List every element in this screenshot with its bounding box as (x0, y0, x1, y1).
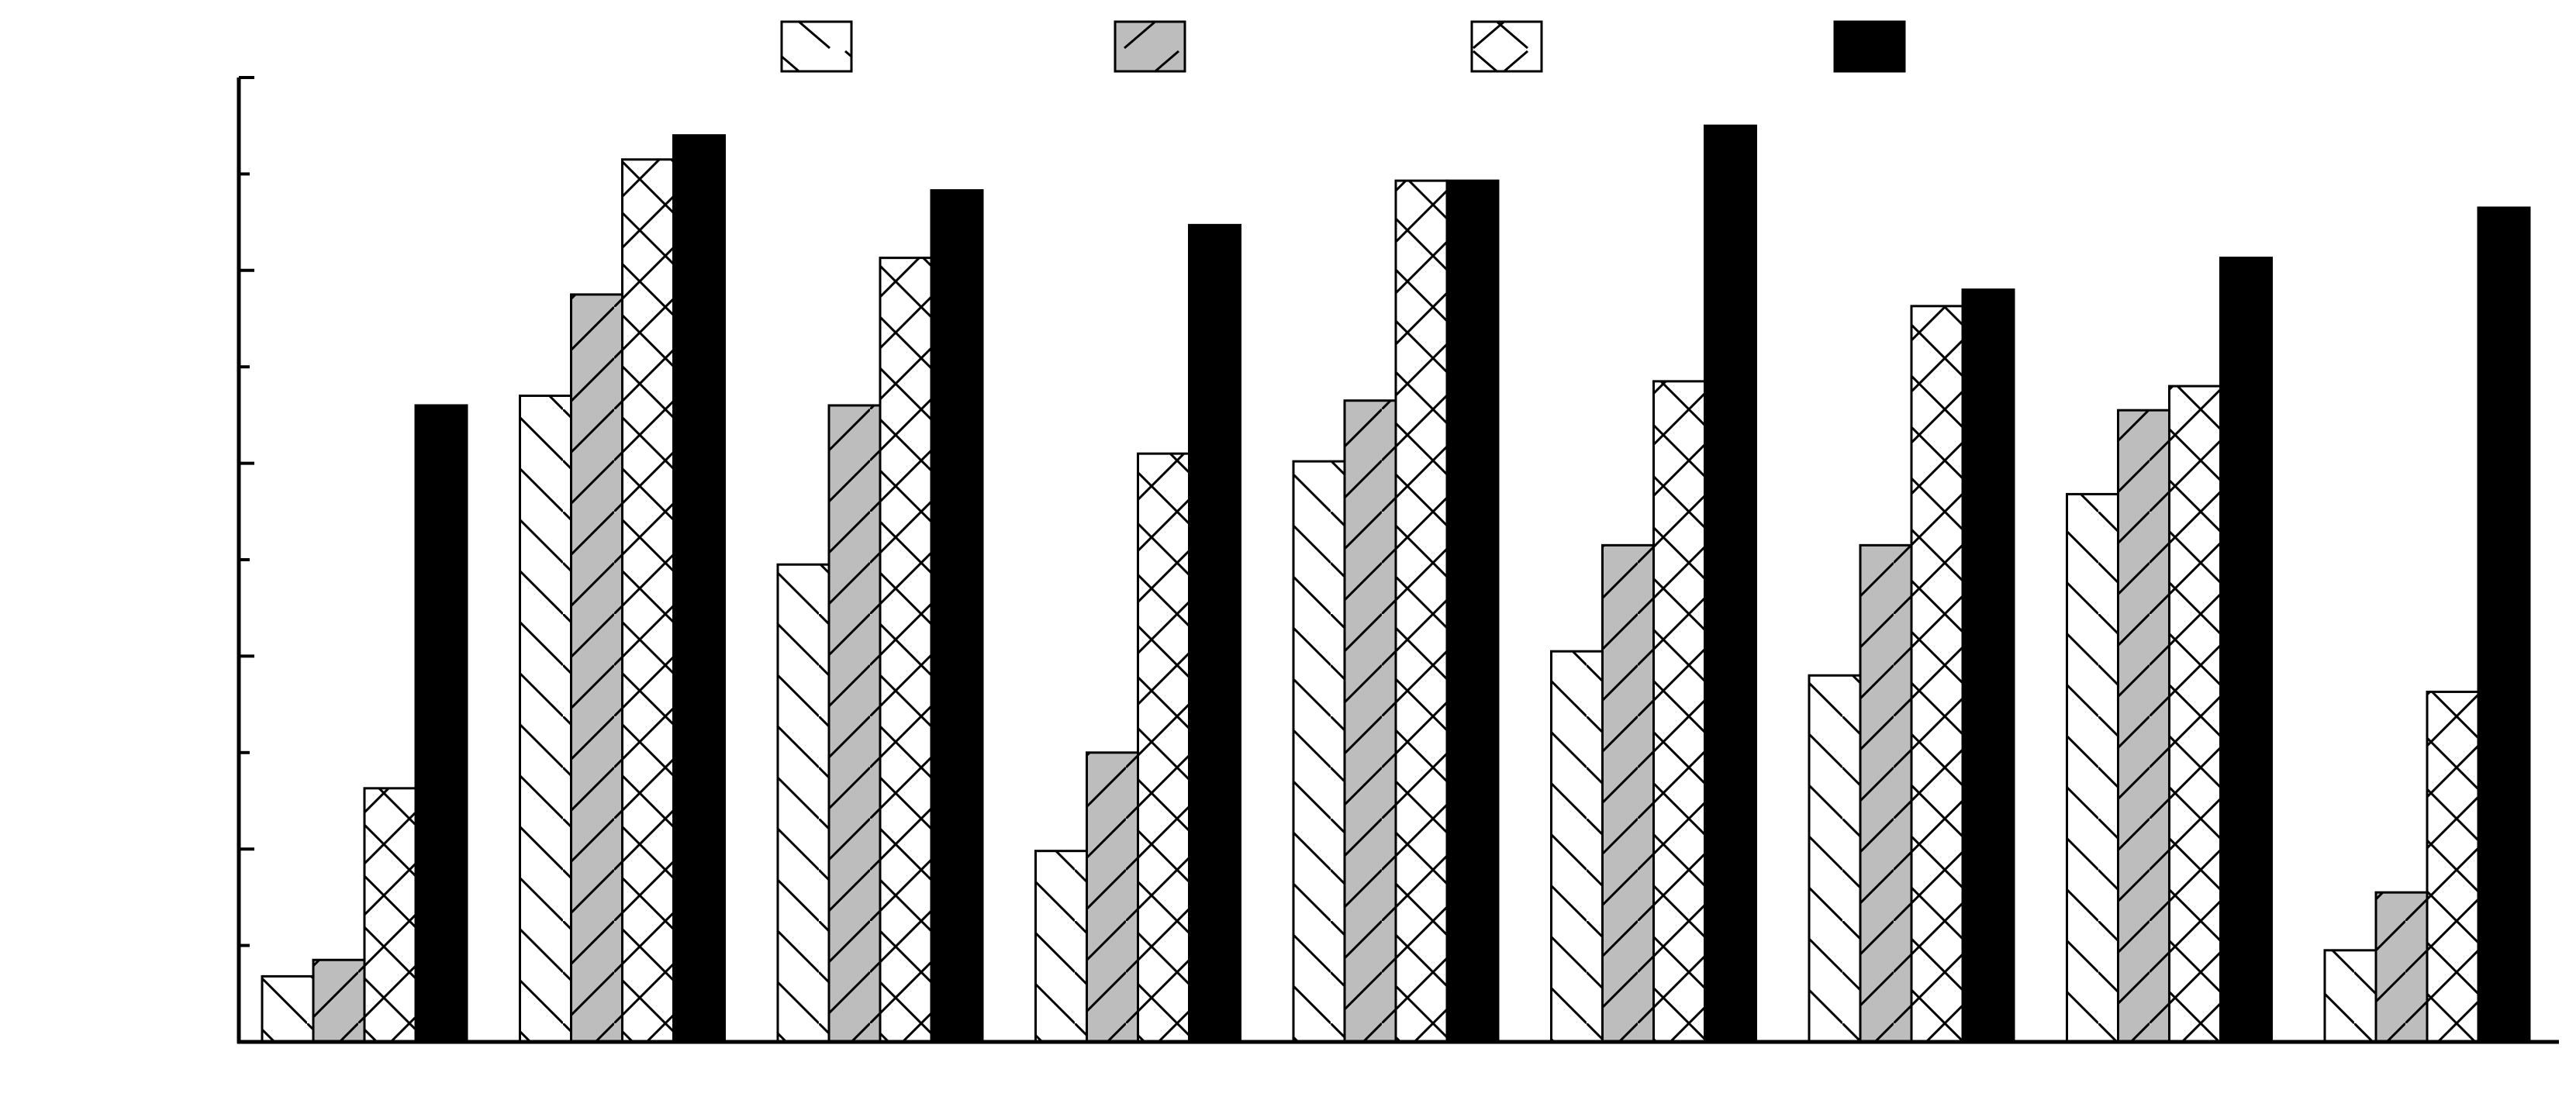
bar-s4-c1 (414, 404, 468, 1043)
bar-s1-c3 (776, 563, 830, 1043)
bar-s2-c2 (570, 293, 623, 1043)
bar-s2-c1 (312, 958, 366, 1043)
bar-s1-c5 (1292, 460, 1346, 1043)
axes-layer (237, 76, 2559, 1044)
bar-s1-c1 (261, 974, 315, 1043)
bar-s3-c3 (879, 257, 933, 1043)
bar-s2-c6 (1601, 543, 1655, 1043)
legend (780, 20, 1906, 73)
bar-s2-c4 (1086, 751, 1139, 1043)
bar-s4-c3 (930, 189, 984, 1043)
bar-s3-c8 (2168, 385, 2222, 1043)
bar-s2-c8 (2117, 409, 2170, 1043)
bars-layer (261, 124, 2531, 1043)
legend-swatch-3 (1470, 20, 1543, 73)
bar-s3-c9 (2426, 690, 2480, 1043)
bar-s1-c2 (519, 395, 572, 1043)
bar-s2-c5 (1343, 399, 1397, 1043)
legend-swatch-1 (780, 20, 853, 73)
bar-s4-c5 (1445, 179, 1500, 1043)
bar-s3-c4 (1137, 452, 1190, 1043)
bar-s3-c1 (363, 787, 417, 1043)
bar-s4-c2 (672, 134, 726, 1043)
bar-s3-c5 (1394, 179, 1449, 1043)
bar-s1-c6 (1550, 650, 1604, 1043)
bar-s1-c4 (1034, 850, 1088, 1043)
bar-s4-c6 (1704, 124, 1757, 1043)
bar-s4-c9 (2477, 206, 2531, 1043)
bar-s1-c8 (2066, 492, 2119, 1043)
bar-s4-c7 (1961, 288, 2015, 1043)
legend-swatch-2 (1114, 20, 1186, 73)
bar-s4-c4 (1188, 223, 1241, 1043)
bar-s3-c2 (621, 158, 675, 1043)
bar-s2-c9 (2374, 891, 2429, 1043)
bar-s2-c7 (1859, 543, 1913, 1043)
bar-s4-c8 (2219, 257, 2273, 1043)
bar-s2-c3 (827, 404, 882, 1043)
bar-s3-c7 (1910, 305, 1964, 1043)
legend-swatch-4 (1833, 20, 1906, 73)
bar-s1-c9 (2323, 949, 2377, 1043)
bar-s3-c6 (1652, 380, 1706, 1043)
bar-s1-c7 (1808, 674, 1862, 1043)
